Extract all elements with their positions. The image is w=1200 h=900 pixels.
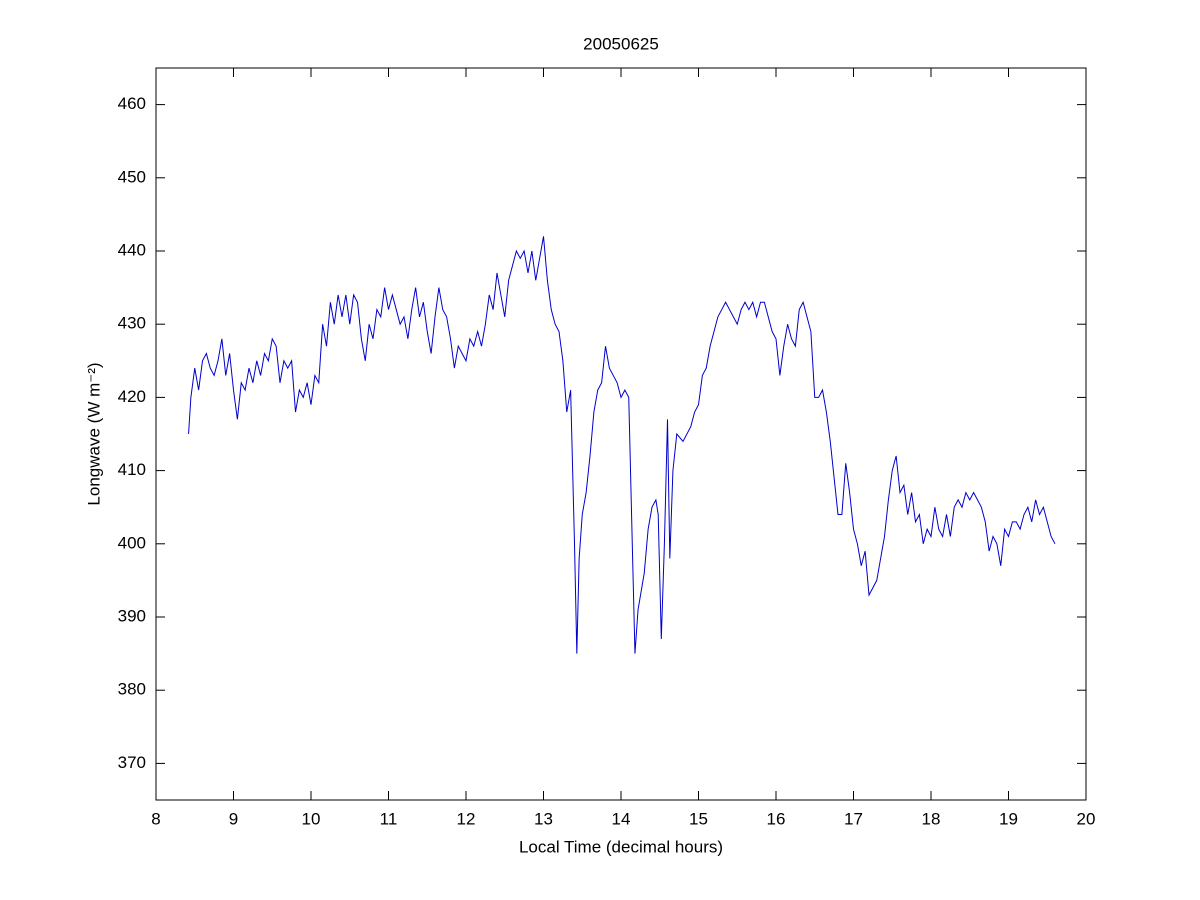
y-tick-label: 430	[118, 314, 146, 333]
x-tick-label: 16	[767, 809, 786, 828]
x-tick-label: 18	[922, 809, 941, 828]
y-tick-label: 410	[118, 460, 146, 479]
y-tick-label: 420	[118, 387, 146, 406]
x-tick-label: 9	[229, 809, 238, 828]
x-tick-label: 11	[380, 809, 398, 828]
x-tick-label: 19	[999, 809, 1018, 828]
y-tick-label: 460	[118, 94, 146, 113]
x-axis-label: Local Time (decimal hours)	[519, 837, 723, 856]
data-line	[188, 236, 1056, 654]
y-tick-label: 390	[118, 606, 146, 625]
y-axis-label: Longwave (W m⁻²)	[84, 362, 103, 505]
x-tick-label: 8	[151, 809, 160, 828]
y-tick-label: 370	[118, 753, 146, 772]
x-tick-label: 17	[844, 809, 863, 828]
x-tick-label: 20	[1077, 809, 1096, 828]
y-tick-label: 450	[118, 167, 146, 186]
x-tick-label: 13	[534, 809, 553, 828]
axes-box	[155, 67, 1087, 801]
x-tick-label: 15	[689, 809, 708, 828]
x-tick-label: 14	[612, 809, 631, 828]
y-tick-label: 440	[118, 240, 146, 259]
x-tick-label: 12	[457, 809, 476, 828]
chart-title: 20050625	[583, 34, 659, 53]
x-tick-label: 10	[302, 809, 321, 828]
y-tick-label: 400	[118, 533, 146, 552]
y-tick-label: 380	[118, 680, 146, 699]
